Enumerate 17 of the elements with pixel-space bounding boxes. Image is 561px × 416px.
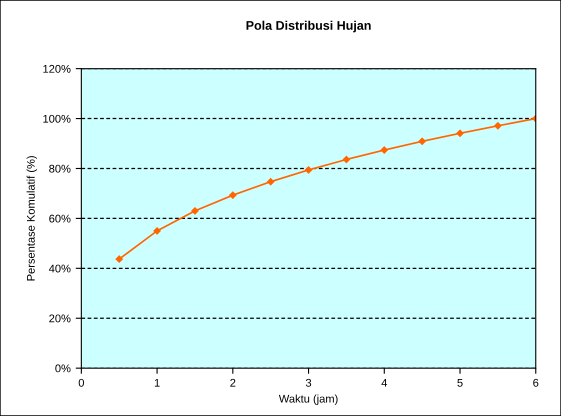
x-tick-label: 2 [230,378,236,387]
y-tick-label: 40% [48,264,71,272]
x-tick-label: 0 [78,378,84,387]
x-axis-title: Waktu (jam) [278,394,338,405]
y-tick-label: 20% [49,314,71,322]
y-axis-title: Persentase Komulatif (%) [26,156,37,280]
y-tick-label: 60% [49,214,71,223]
chart-title: Pola Distribusi Hujan [246,20,371,32]
y-tick-label: 100% [43,114,71,123]
y-tick-label: 120% [43,64,71,73]
y-tick-label: 80% [49,164,71,173]
x-tick-label: 1 [154,378,160,387]
x-tick-label: 3 [306,378,312,387]
x-tick-label: 5 [457,378,463,387]
x-tick-label: 4 [381,378,388,387]
y-tick-label: 0% [55,364,71,372]
x-tick-label: 6 [533,378,538,387]
